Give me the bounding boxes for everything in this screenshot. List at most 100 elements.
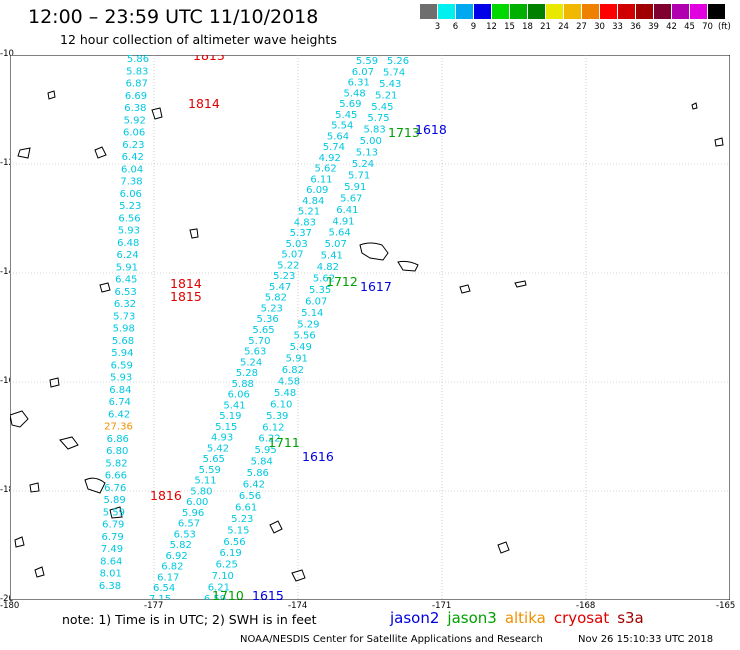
pass-time-label: 1617 (360, 279, 392, 294)
wave-height-value: 5.00 (360, 136, 382, 147)
wave-height-value: 7.49 (101, 544, 123, 555)
scale-swatch (474, 4, 491, 19)
wave-height-value: 5.74 (383, 67, 405, 78)
wave-height-value: 5.93 (118, 226, 140, 237)
wave-height-value: 5.26 (387, 56, 409, 67)
island-futuna (189, 228, 199, 239)
wave-height-value: 5.39 (266, 411, 288, 422)
longitude-label: -174 (288, 601, 308, 611)
wave-height-value: 5.65 (203, 454, 225, 465)
wave-height-value: 5.64 (328, 228, 350, 239)
pass-time-label: 1815 (170, 289, 202, 304)
wave-height-value: 4.92 (319, 153, 341, 164)
pass-time-label: 1615 (252, 588, 284, 600)
scale-label: 36 (630, 22, 641, 32)
legend-jason2: jason2 (390, 609, 440, 627)
island-niue (497, 541, 510, 554)
longitude-label: -165 (716, 601, 736, 611)
pass-time-label: 1816 (150, 488, 182, 503)
wave-height-value: 5.28 (236, 368, 258, 379)
wave-height-value: 5.74 (323, 142, 345, 153)
wave-height-value: 6.45 (115, 275, 137, 286)
island-rotuma (94, 146, 107, 159)
wave-height-value: 6.12 (262, 422, 284, 433)
wave-height-value: 5.86 (127, 55, 149, 65)
scale-swatch (582, 4, 599, 19)
wave-height-value: 6.56 (223, 537, 245, 548)
wave-height-value: 4.58 (278, 377, 300, 388)
wave-height-value: 5.59 (356, 56, 378, 67)
scale-label: 30 (594, 22, 605, 32)
scale-label: 70 (702, 22, 713, 32)
wave-height-value: 6.06 (228, 390, 250, 401)
island-lau-a (84, 477, 106, 494)
wave-height-value: 5.03 (285, 239, 307, 250)
graticule (10, 55, 730, 600)
longitude-label: -177 (144, 601, 164, 611)
pass-time-label: 1711 (268, 435, 300, 450)
wave-height-value: 5.47 (269, 282, 291, 293)
wave-height-value: 4.82 (317, 262, 339, 273)
wave-height-value: 6.07 (352, 67, 374, 78)
satellite-legend: jason2 jason3 altika cryosat s3a (390, 609, 652, 627)
wave-height-value: 6.32 (114, 299, 136, 310)
wave-height-value: 5.15 (215, 422, 237, 433)
wave-height-value: 5.07 (325, 239, 347, 250)
wave-height-value: 6.53 (174, 529, 196, 540)
wave-height-value: 5.96 (182, 508, 204, 519)
scale-swatch (618, 4, 635, 19)
wave-height-value: 5.84 (251, 457, 273, 468)
scale-swatch (492, 4, 509, 19)
wave-height-value: 6.24 (116, 250, 138, 261)
legend-altika: altika (504, 609, 546, 627)
wave-height-value: 4.84 (302, 196, 324, 207)
wave-height-value: 6.23 (122, 140, 144, 151)
pass-time-label: 1712 (326, 274, 358, 289)
scale-label: 21 (540, 22, 551, 32)
pass-time-label: 1814 (170, 276, 202, 291)
legend-jason3: jason3 (447, 609, 497, 627)
wave-height-value: 5.21 (375, 90, 397, 101)
scale-label: 27 (576, 22, 587, 32)
wave-height-value: 6.42 (243, 480, 265, 491)
wave-height-value: 5.69 (339, 99, 361, 110)
scale-label: 15 (504, 22, 515, 32)
wave-height-value: 6.76 (104, 483, 126, 494)
wave-height-value: 6.57 (178, 519, 200, 530)
wave-height-value: 6.21 (208, 583, 230, 594)
island-tutuila (459, 284, 471, 294)
wave-height-value: 5.62 (314, 164, 336, 175)
wave-height-value: 6.87 (126, 79, 148, 90)
wave-height-value: 6.41 (336, 205, 358, 216)
wave-height-value: 5.83 (126, 66, 148, 77)
wave-height-value: 5.24 (352, 159, 374, 170)
legend-s3a: s3a (617, 609, 644, 627)
latitude-label: -14 (0, 267, 14, 277)
scale-label: 6 (452, 22, 459, 32)
wave-height-value: 5.48 (343, 88, 365, 99)
wave-height-value: 5.67 (340, 193, 362, 204)
wave-height-value: 5.23 (119, 201, 141, 212)
wave-height-value: 5.65 (252, 325, 274, 336)
wave-height-value: 6.06 (120, 189, 142, 200)
wave-height-value: 5.95 (254, 445, 276, 456)
scale-label: 9 (470, 22, 477, 32)
wave-height-value: 6.54 (153, 583, 175, 594)
wave-height-value: 5.59 (103, 508, 125, 519)
island-swains (714, 137, 724, 147)
latitude-label: -16 (0, 376, 14, 386)
footnote: note: 1) Time is in UTC; 2) SWH is in fe… (62, 612, 317, 627)
scale-swatch (438, 4, 455, 19)
wave-height-value: 5.88 (232, 379, 254, 390)
pass-time-label: 1616 (302, 449, 334, 464)
wave-height-value: 5.45 (371, 102, 393, 113)
wave-height-value: 5.14 (301, 308, 323, 319)
scale-swatch (672, 4, 689, 19)
wave-height-value: 7.38 (120, 177, 142, 188)
wave-height-value: 5.86 (247, 468, 269, 479)
island-savaii (397, 260, 419, 272)
wave-height-value: 5.71 (348, 171, 370, 182)
wave-height-value: 6.42 (108, 409, 130, 420)
wave-height-value: 6.17 (157, 573, 179, 584)
altimeter-tracks: 5.865.836.876.696.385.926.066.236.426.04… (99, 55, 409, 600)
